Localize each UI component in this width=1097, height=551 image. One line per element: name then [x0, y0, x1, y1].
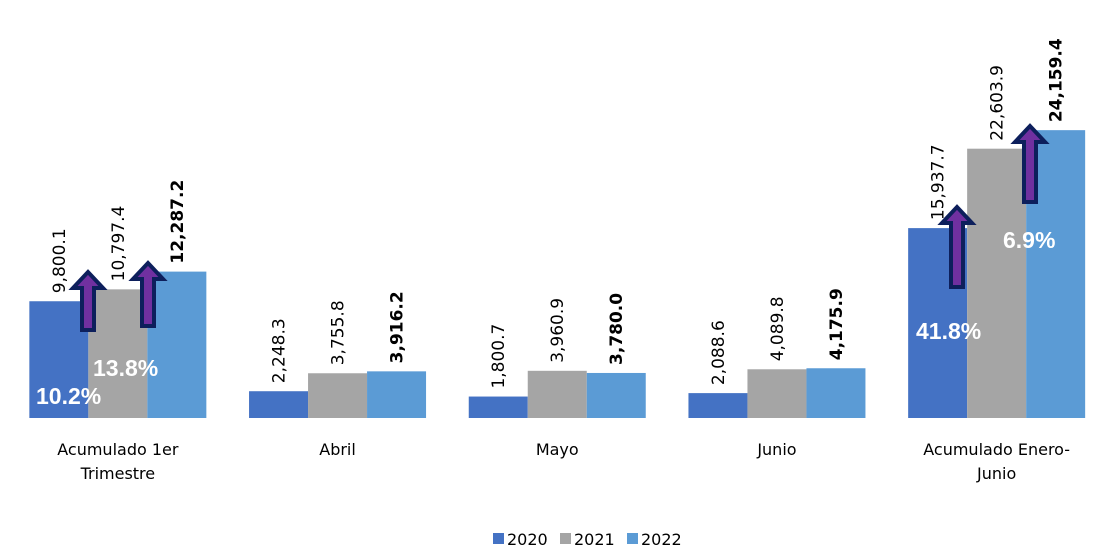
annotation: 13.8% — [93, 355, 158, 381]
bar — [88, 289, 148, 418]
data-label: 15,937.7 — [929, 144, 949, 220]
data-label: 24,159.4 — [1047, 38, 1067, 122]
bar — [29, 301, 89, 418]
data-label: 3,916.2 — [388, 291, 408, 363]
x-tick-label: Mayo — [535, 440, 579, 459]
annotation: 41.8% — [916, 318, 981, 344]
bar — [147, 271, 207, 418]
bar — [527, 370, 587, 418]
data-label: 12,287.2 — [168, 180, 188, 264]
annotation: 10.2% — [36, 383, 101, 409]
data-label: 3,780.0 — [607, 293, 627, 365]
legend-label: 2021 — [574, 530, 615, 549]
legend-label: 2022 — [641, 530, 682, 549]
data-label: 2,248.3 — [270, 318, 290, 383]
bar — [806, 368, 866, 418]
bar — [586, 372, 646, 418]
legend-label: 2020 — [507, 530, 548, 549]
legend-swatch — [493, 533, 504, 544]
bar — [308, 373, 368, 418]
data-label: 10,797.4 — [109, 206, 129, 282]
data-label: 9,800.1 — [50, 228, 70, 293]
data-label: 3,755.8 — [329, 300, 349, 365]
annotation: 6.9% — [1003, 227, 1055, 253]
bar — [747, 369, 807, 418]
data-label: 4,089.8 — [768, 296, 788, 361]
x-tick-label: Acumulado Enero-Junio — [923, 440, 1071, 483]
arrow — [1010, 123, 1050, 204]
bar — [967, 148, 1027, 418]
bar — [468, 396, 528, 418]
x-tick-label: Abril — [319, 440, 356, 459]
bar — [688, 393, 748, 418]
arrow — [937, 204, 977, 289]
bar — [367, 371, 427, 418]
legend-swatch — [627, 533, 638, 544]
arrow — [68, 269, 108, 332]
data-label: 3,960.9 — [548, 298, 568, 363]
arrow — [128, 260, 168, 328]
x-tick-label: Junio — [757, 440, 797, 459]
data-label: 2,088.6 — [709, 320, 729, 385]
data-label: 1,800.7 — [489, 324, 509, 389]
data-label: 22,603.9 — [988, 65, 1008, 141]
legend-swatch — [560, 533, 571, 544]
bar — [249, 391, 309, 418]
x-tick-label: Acumulado 1er Trimestre — [57, 440, 179, 483]
data-label: 4,175.9 — [827, 288, 847, 360]
